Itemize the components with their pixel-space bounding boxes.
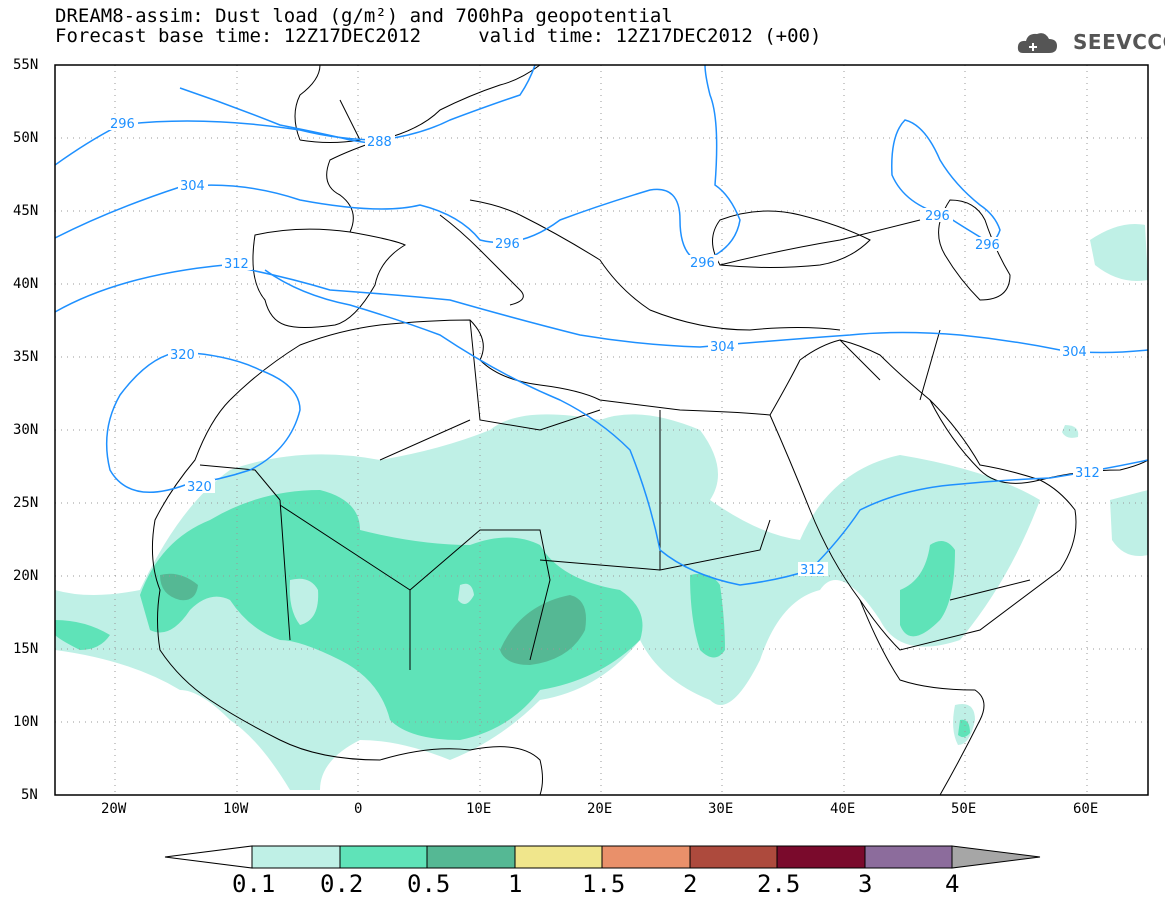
contour-label: 296 xyxy=(690,256,715,271)
contour-label: 296 xyxy=(495,237,520,252)
colorbar xyxy=(164,845,1041,869)
contour-label: 296 xyxy=(110,117,135,132)
lat-label: 55N xyxy=(13,57,39,73)
colorbar-swatch xyxy=(514,845,603,869)
colorbar-upper-arrow xyxy=(951,845,1041,869)
lat-label: 20N xyxy=(13,568,39,584)
lat-label: 50N xyxy=(13,130,39,146)
colorbar-swatch xyxy=(776,845,866,869)
lon-label: 10W xyxy=(223,801,249,817)
contour-label: 304 xyxy=(710,340,735,355)
contour-label: 296 xyxy=(975,238,1000,253)
lon-label: 50E xyxy=(951,801,977,817)
colorbar-swatch xyxy=(426,845,516,869)
contour-label: 304 xyxy=(1062,345,1087,360)
contour-296-main xyxy=(55,65,741,263)
contour-304 xyxy=(55,264,1148,354)
dust-mid-region-spot xyxy=(958,719,970,738)
contour-label: 312 xyxy=(224,257,249,272)
lat-label: 45N xyxy=(13,203,39,219)
lat-label: 10N xyxy=(13,714,39,730)
lat-label: 5N xyxy=(21,787,38,803)
forecast-time-line: Forecast base time: 12Z17DEC2012 valid t… xyxy=(55,25,822,47)
colorbar-tick-label: 0.5 xyxy=(407,870,451,898)
colorbar-tick-label: 1 xyxy=(508,870,523,898)
contour-label: 288 xyxy=(367,135,392,150)
dust-mid-region-atlantic xyxy=(55,620,110,650)
contour-label: 312 xyxy=(1075,466,1100,481)
lat-label: 30N xyxy=(13,422,39,438)
seevccc-cloud-icon xyxy=(1017,33,1057,53)
contour-label: 312 xyxy=(800,563,825,578)
grid-lines xyxy=(55,65,1148,795)
contour-label: 304 xyxy=(180,179,205,194)
colorbar-tick-label: 2 xyxy=(683,870,698,898)
colorbar-swatch xyxy=(689,845,778,869)
colorbar-swatch xyxy=(864,845,953,869)
dust-light-hole-2 xyxy=(289,578,319,625)
colorbar-swatch xyxy=(601,845,691,869)
colorbar-tick-label: 4 xyxy=(945,870,960,898)
map-frame xyxy=(54,64,1149,796)
lon-label: 10E xyxy=(466,801,492,817)
contour-labels: 296 288 304 312 320 296 296 296 296 304 … xyxy=(108,116,1103,578)
dust-mid-region-sudan xyxy=(690,573,725,658)
lat-label: 15N xyxy=(13,641,39,657)
lat-label: 25N xyxy=(13,495,39,511)
lon-label: 20E xyxy=(587,801,613,817)
colorbar-tick-label: 2.5 xyxy=(757,870,801,898)
seevccc-logo-text: SEEVCCC xyxy=(1073,30,1165,54)
colorbar-lower-arrow xyxy=(164,845,253,869)
dust-mid-region-yemen xyxy=(900,541,955,637)
dust-mid-region-sahel xyxy=(140,490,643,740)
colorbar-swatch xyxy=(339,845,428,869)
dust-shading xyxy=(55,224,1148,790)
dust-light-hole xyxy=(458,583,474,604)
dust-light-region-spot xyxy=(1062,425,1079,438)
dust-dark-region-mauritania xyxy=(160,573,198,601)
lat-label: 35N xyxy=(13,349,39,365)
colorbar-swatch xyxy=(251,845,341,869)
lon-label: 60E xyxy=(1073,801,1099,817)
colorbar-tick-label: 0.1 xyxy=(232,870,276,898)
lon-label: 30E xyxy=(708,801,734,817)
contour-312 xyxy=(264,269,1148,586)
colorbar-tick-label: 0.2 xyxy=(320,870,364,898)
contour-320 xyxy=(105,351,301,493)
chart-title: DREAM8-assim: Dust load (g/m²) and 700hP… xyxy=(55,5,673,27)
dust-dark-region-chad xyxy=(500,595,586,665)
colorbar-tick-label: 1.5 xyxy=(582,870,626,898)
contour-label: 296 xyxy=(925,209,950,224)
lon-label: 40E xyxy=(830,801,856,817)
contour-label: 320 xyxy=(170,348,195,363)
lat-label: 40N xyxy=(13,276,39,292)
contour-label: 320 xyxy=(187,480,212,495)
dust-light-region-east xyxy=(1110,490,1148,556)
lon-label: 0 xyxy=(354,801,363,817)
lon-label: 20W xyxy=(101,801,127,817)
colorbar-tick-label: 3 xyxy=(858,870,873,898)
dust-light-region-caspian xyxy=(1090,224,1148,281)
